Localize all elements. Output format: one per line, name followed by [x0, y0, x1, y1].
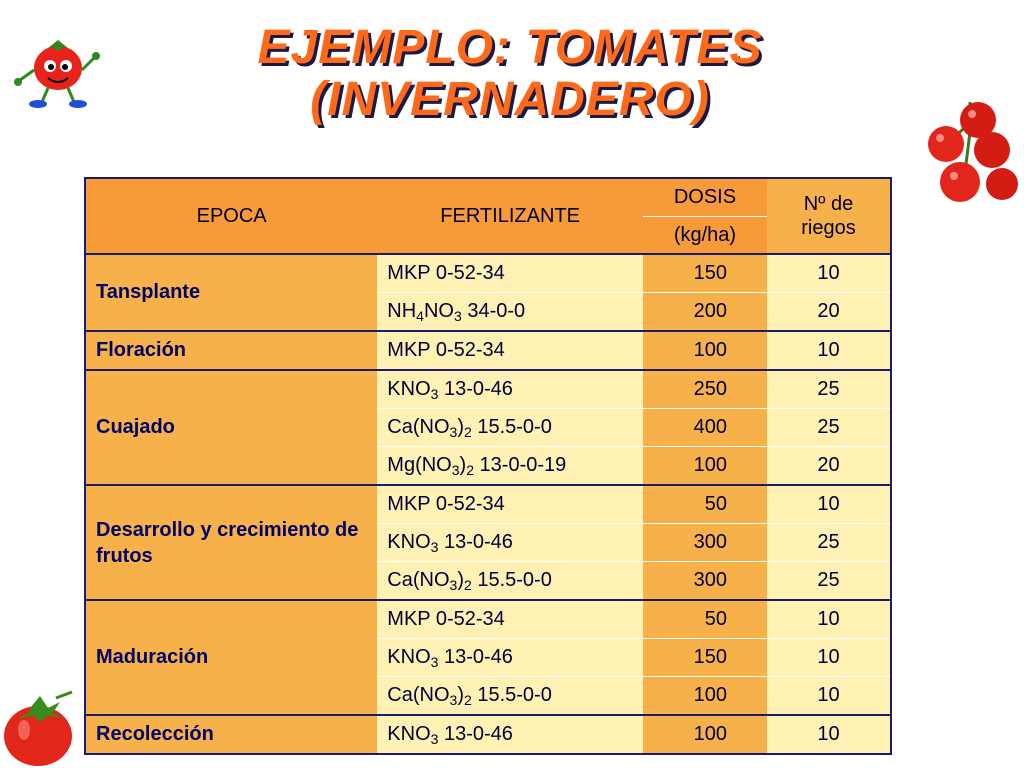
dosis-cell: 200 [642, 292, 767, 332]
table-row: Cuajado KNO3 13-0-46 250 25 [85, 370, 891, 486]
fertilizante-cell: Ca(NO3)2 15.5-0-0 [377, 561, 643, 601]
riegos-cell: 25 [766, 408, 891, 447]
riegos-cell: 10 [766, 254, 891, 293]
table-row: Tansplante MKP 0-52-34 150 10 [85, 254, 891, 332]
fertilization-table: EPOCA FERTILIZANTE DOSIS Nº de riegos (k… [84, 177, 892, 755]
table-row: Desarrollo y crecimiento de frutos MKP 0-… [85, 485, 891, 601]
riegos-cell: 20 [766, 446, 891, 486]
fertilizante-cell: MKP 0-52-34 [377, 600, 643, 639]
riegos-cell: 20 [766, 292, 891, 332]
riegos-cell: 25 [766, 370, 891, 409]
header-epoca: EPOCA [85, 178, 378, 255]
dosis-cell: 250 [642, 370, 767, 409]
dosis-cell: 400 [642, 408, 767, 447]
title-line-2: (INVERNADERO) [310, 73, 710, 126]
table-row: KNO3 13-0-46 150 10 [85, 638, 891, 677]
riegos-cell: 10 [766, 676, 891, 716]
fertilizante-cell: Mg(NO3)2 13-0-0-19 [377, 446, 643, 486]
table-row: Ca(NO3)2 15.5-0-0 100 10 [85, 676, 891, 716]
header-riegos: Nº de riegos [766, 178, 891, 255]
dosis-cell: 100 [642, 715, 767, 755]
riegos-cell: 10 [766, 485, 891, 524]
fertilizante-cell: KNO3 13-0-46 [377, 638, 643, 677]
table-row: Ca(NO3)2 15.5-0-0 300 25 [85, 561, 891, 601]
header-fertilizante: FERTILIZANTE [377, 178, 643, 255]
page-title: EJEMPLO: TOMATES (INVERNADERO) [130, 22, 890, 126]
title-line-1: EJEMPLO: TOMATES [257, 21, 763, 74]
epoca-cell: Recolección [85, 715, 378, 755]
riegos-cell: 10 [766, 715, 891, 755]
table-row: Mg(NO3)2 13-0-0-19 100 20 [85, 446, 891, 486]
fertilizante-cell: MKP 0-52-34 [377, 254, 643, 293]
fertilizante-cell: Ca(NO3)2 15.5-0-0 [377, 408, 643, 447]
dosis-cell: 300 [642, 561, 767, 601]
epoca-cell: Tansplante [85, 254, 378, 332]
table-body: Tansplante MKP 0-52-34 150 10 NH4NO3 34-0-0 2… [85, 254, 891, 755]
table-row: Maduración MKP 0-52-34 50 10 [85, 600, 891, 716]
fertilizante-cell: KNO3 13-0-46 [377, 523, 643, 562]
epoca-cell: Maduración [85, 600, 378, 716]
epoca-cell: Desarrollo y crecimiento de frutos [85, 485, 378, 601]
tomato-icon [4, 690, 73, 766]
table-row: Floración MKP 0-52-34 100 10 [85, 331, 891, 371]
fertilizante-cell: MKP 0-52-34 [377, 331, 643, 371]
dosis-cell: 50 [642, 485, 767, 524]
fertilizante-cell: Ca(NO3)2 15.5-0-0 [377, 676, 643, 716]
fertilizante-cell: NH4NO3 34-0-0 [377, 292, 643, 332]
riegos-cell: 10 [766, 331, 891, 371]
riegos-cell: 10 [766, 638, 891, 677]
header-dosis: DOSIS [642, 178, 767, 217]
dosis-cell: 150 [642, 638, 767, 677]
dosis-cell: 300 [642, 523, 767, 562]
epoca-cell: Floración [85, 331, 378, 371]
dosis-cell: 100 [642, 446, 767, 486]
riegos-cell: 10 [766, 600, 891, 639]
dosis-cell: 100 [642, 676, 767, 716]
dosis-cell: 50 [642, 600, 767, 639]
riegos-cell: 25 [766, 523, 891, 562]
tomato-character-icon [14, 40, 100, 108]
fertilizante-cell: KNO3 13-0-46 [377, 715, 643, 755]
table-row: NH4NO3 34-0-0 200 20 [85, 292, 891, 332]
table-row: Recolección KNO3 13-0-46 100 10 [85, 715, 891, 755]
dosis-cell: 150 [642, 254, 767, 293]
riegos-cell: 25 [766, 561, 891, 601]
fertilizante-cell: MKP 0-52-34 [377, 485, 643, 524]
dosis-cell: 100 [642, 331, 767, 371]
tomato-bunch-icon [928, 102, 1018, 202]
header-dosis-unit: (kg/ha) [642, 216, 767, 255]
table-row: Ca(NO3)2 15.5-0-0 400 25 [85, 408, 891, 447]
fertilization-table-wrapper: EPOCA FERTILIZANTE DOSIS Nº de riegos (k… [84, 177, 892, 755]
fertilizante-cell: KNO3 13-0-46 [377, 370, 643, 409]
epoca-cell: Cuajado [85, 370, 378, 486]
table-row: KNO3 13-0-46 300 25 [85, 523, 891, 562]
